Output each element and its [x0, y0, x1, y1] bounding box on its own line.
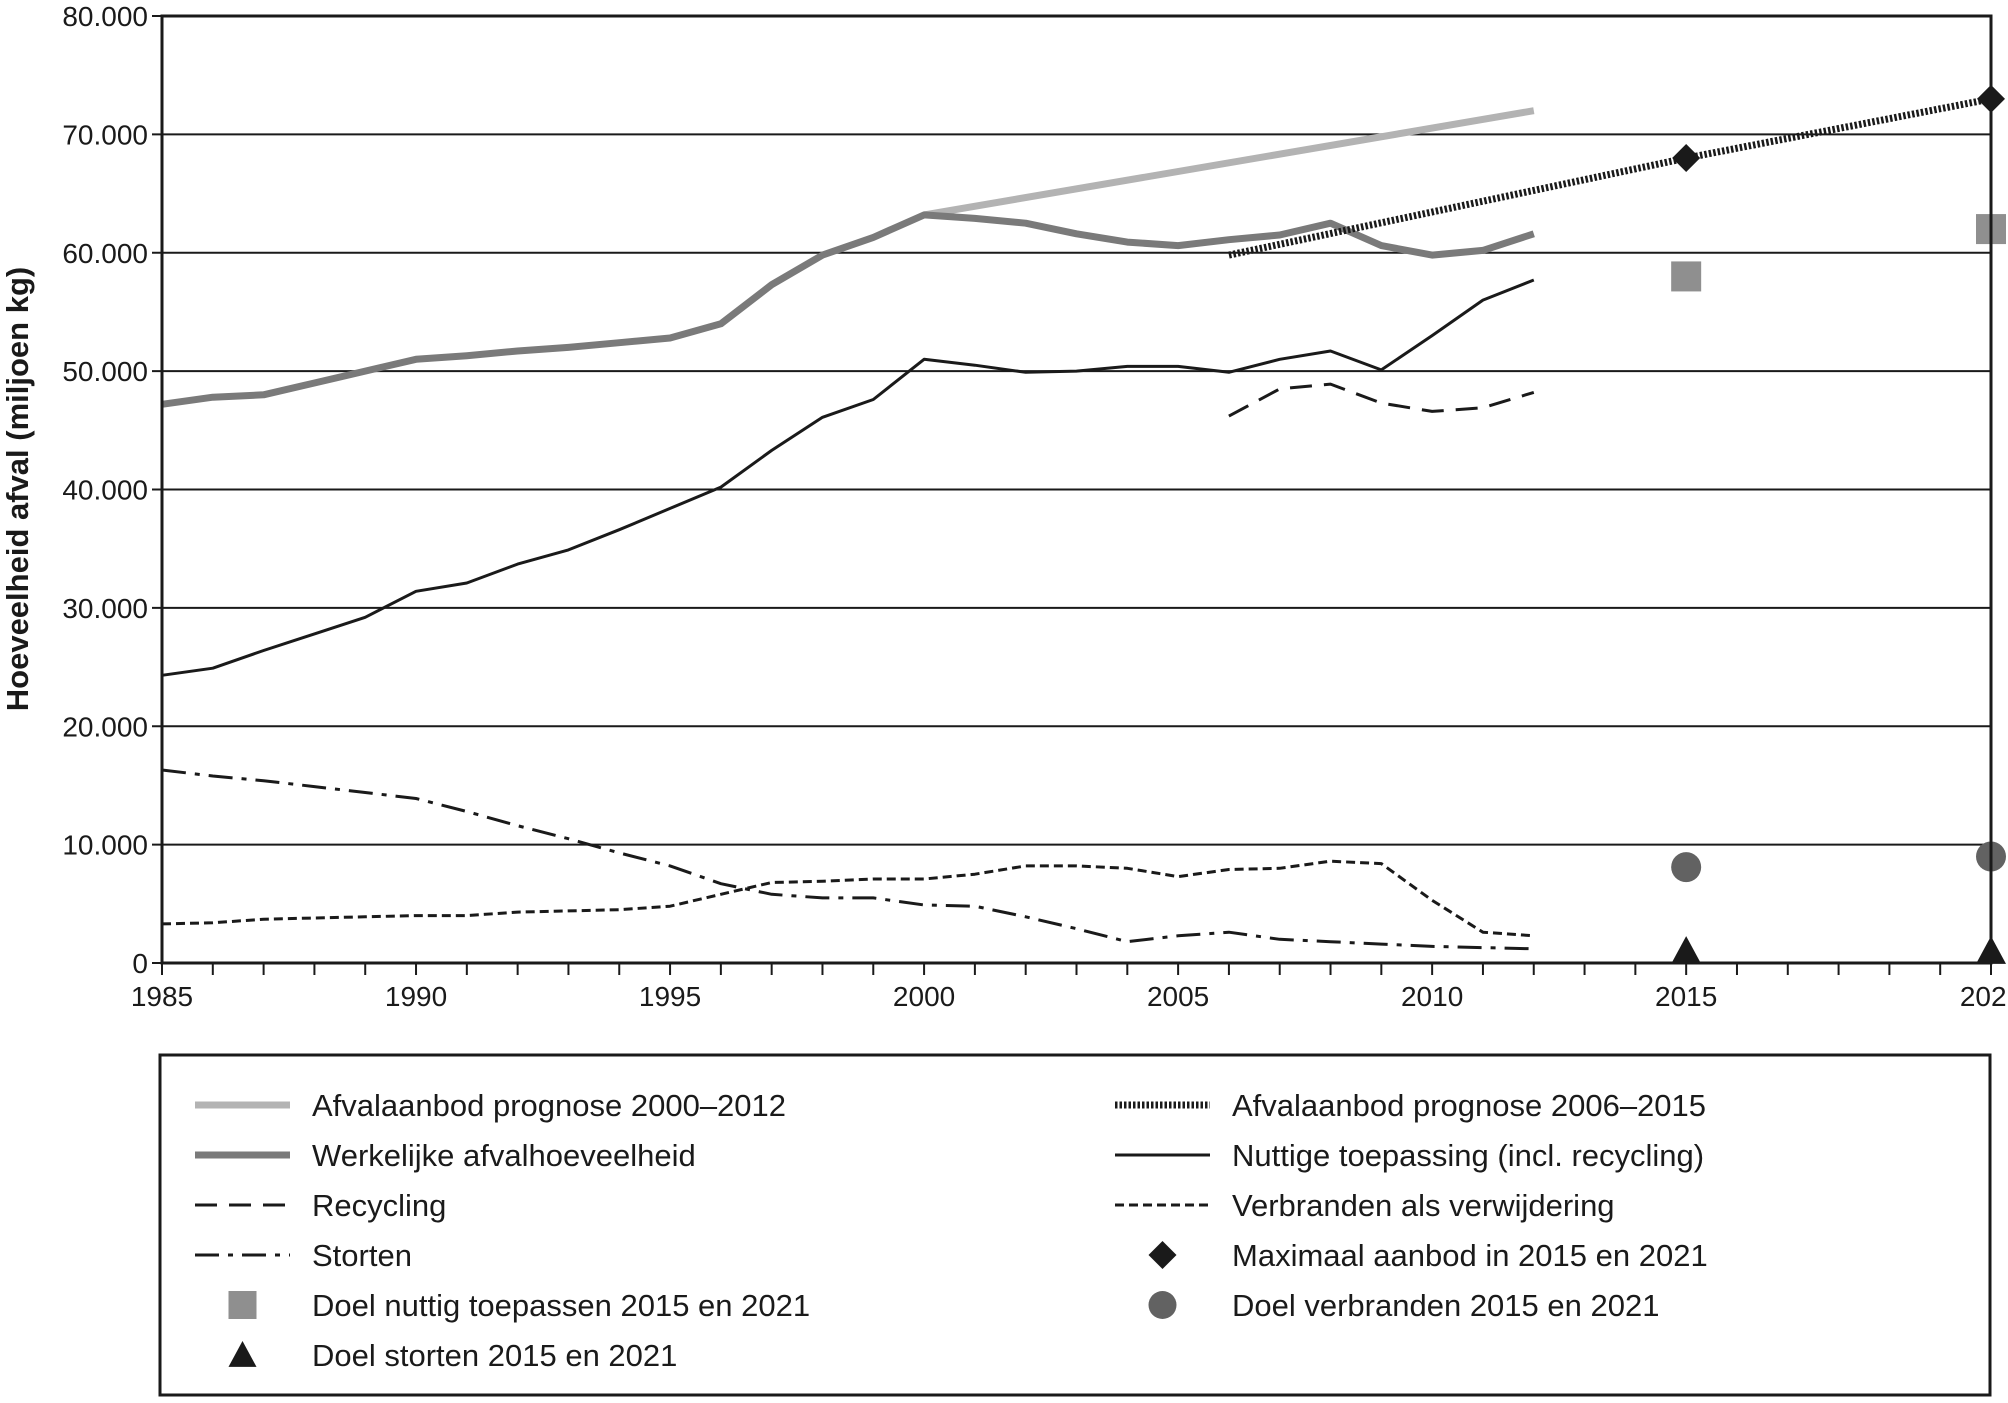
y-axis-label: Hoeveelheid afval (miljoen kg)	[0, 267, 35, 711]
legend-item: Maximaal aanbod in 2015 en 2021	[1148, 1238, 1708, 1273]
legend-item: Doel nuttig toepassen 2015 en 2021	[228, 1288, 810, 1323]
legend-label: Afvalaanbod prognose 2000–2012	[312, 1088, 786, 1123]
legend-label: Maximaal aanbod in 2015 en 2021	[1232, 1238, 1708, 1273]
legend-label: Werkelijke afvalhoeveelheid	[312, 1138, 696, 1173]
legend-label: Storten	[312, 1238, 412, 1273]
x-tick-label: 1985	[131, 981, 193, 1012]
series-line-7	[161, 859, 1534, 938]
legend: Afvalaanbod prognose 2000–2012 Werkelijke…	[195, 1088, 1708, 1373]
y-tick-label: 30.000	[62, 593, 148, 624]
x-tick-label: 2010	[1401, 981, 1463, 1012]
diamond-marker	[1672, 144, 1701, 173]
diamond-icon	[1148, 1241, 1177, 1269]
square-marker	[1671, 261, 1702, 292]
legend-item: Recycling	[195, 1188, 446, 1223]
triangle-icon	[228, 1341, 257, 1367]
legend-item: Storten	[195, 1238, 412, 1273]
y-tick-label: 20.000	[62, 711, 148, 742]
legend-item: Doel verbranden 2015 en 2021	[1148, 1288, 1659, 1323]
y-tick-label: 70.000	[62, 119, 148, 150]
legend-box	[158, 1053, 1992, 1397]
y-tick-label: 10.000	[62, 830, 148, 861]
legend-item: Afvalaanbod prognose 2000–2012	[195, 1088, 786, 1123]
series-line-4	[161, 768, 1534, 951]
x-tick-label: 2000	[893, 981, 955, 1012]
series-line-1	[923, 107, 1535, 219]
y-tick-label: 50.000	[62, 356, 148, 387]
circle-marker	[1671, 852, 1702, 883]
y-tick-label: 40.000	[62, 475, 148, 506]
x-tick-label: 2005	[1147, 981, 1209, 1012]
legend-label: Nuttige toepassing (incl. recycling)	[1232, 1138, 1704, 1173]
y-tick-label: 60.000	[62, 238, 148, 269]
legend-item: Werkelijke afvalhoeveelheid	[195, 1138, 696, 1173]
legend-item: Afvalaanbod prognose 2006–2015	[1115, 1088, 1706, 1123]
series-line-6	[161, 278, 1535, 677]
target-markers	[1671, 84, 2006, 964]
x-tick-label: 2021	[1960, 981, 2008, 1012]
series-line-3	[1228, 382, 1535, 418]
y-tick-label: 80.000	[62, 1, 148, 32]
legend-item: Verbranden als verwijdering	[1115, 1188, 1615, 1223]
legend-label: Recycling	[312, 1188, 446, 1223]
legend-label: Afvalaanbod prognose 2006–2015	[1232, 1088, 1706, 1123]
legend-item: Doel storten 2015 en 2021	[228, 1338, 677, 1373]
triangle-marker	[1671, 936, 1702, 964]
legend-label: Doel storten 2015 en 2021	[312, 1338, 677, 1373]
x-axis: 1985 1990 1995 2000 2005 2010 2015 2021	[131, 963, 2008, 1012]
x-tick-label: 2015	[1655, 981, 1717, 1012]
square-icon	[228, 1291, 257, 1319]
legend-item: Nuttige toepassing (incl. recycling)	[1115, 1138, 1704, 1173]
series-lines	[161, 95, 1992, 951]
legend-label: Doel nuttig toepassen 2015 en 2021	[312, 1288, 810, 1323]
legend-label: Doel verbranden 2015 en 2021	[1232, 1288, 1659, 1323]
grid-lines	[162, 133, 1991, 846]
legend-label: Verbranden als verwijdering	[1232, 1188, 1615, 1223]
x-tick-label: 1995	[639, 981, 701, 1012]
series-line-2	[161, 211, 1535, 408]
y-axis: 0 10.000 20.000 30.000 40.000 50.000 60.000 70.…	[62, 1, 162, 979]
y-tick-label: 0	[132, 948, 148, 979]
x-tick-label: 1990	[385, 981, 447, 1012]
circle-icon	[1148, 1291, 1177, 1319]
